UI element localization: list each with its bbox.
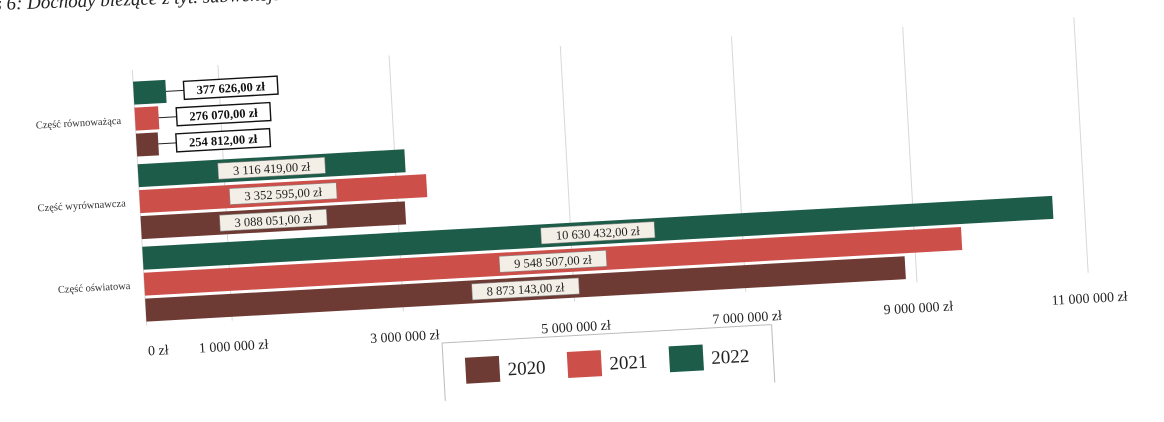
- data-label-2021-czesc-rownowazaca: 276 070,00 zł: [189, 106, 259, 124]
- data-label-2020-czesc-wyrownawcza: 3 088 051,00 zł: [234, 212, 313, 230]
- data-label-leader: [158, 116, 177, 119]
- legend-label-2021: 2021: [609, 352, 648, 375]
- data-label-2021-czesc-wyrownawcza: 3 352 595,00 zł: [244, 185, 323, 203]
- grid-line: [1073, 17, 1089, 273]
- x-tick-label: 5 000 000 zł: [541, 319, 611, 338]
- data-label-2021-czesc-oswiatowa: 9 548 507,00 zł: [514, 253, 593, 271]
- data-label-box: [175, 101, 272, 127]
- x-tick-label: 9 000 000 zł: [883, 299, 953, 318]
- data-label-leader: [165, 89, 184, 92]
- data-label-box: [219, 208, 328, 232]
- bar-2021-czesc-rownowazaca: [134, 106, 160, 131]
- legend-label-2020: 2020: [507, 357, 546, 380]
- bars: 377 626,00 zł 276 070,00 zł 254 812,00 zł 3…: [132, 75, 1054, 322]
- data-label-2022-czesc-wyrownawcza: 3 116 419,00 zł: [233, 160, 311, 178]
- category-label-czesc-oswiatowa: Część oświatowa: [58, 281, 131, 296]
- legend-swatch-2021: [566, 350, 603, 379]
- x-tick-label: 0 zł: [148, 343, 170, 359]
- legend-swatch-2022: [668, 344, 705, 373]
- data-label-2022-czesc-oswiatowa: 10 630 432,00 zł: [555, 224, 640, 243]
- category-labels: Część równoważąca Część wyrównawcza Część …: [36, 116, 131, 296]
- data-label-2022-czesc-rownowazaca: 377 626,00 zł: [196, 79, 266, 97]
- legend-border: [442, 324, 772, 344]
- x-tick-labels: 0 zł 1 000 000 zł 3 000 000 zł 5 000 000 zł…: [148, 290, 1128, 360]
- data-label-box: [471, 277, 580, 301]
- bar-2022-czesc-rownowazaca: [132, 79, 167, 105]
- data-label-box: [217, 156, 326, 180]
- legend: 2020 2021 2022: [441, 324, 776, 401]
- category-label-czesc-wyrownawcza: Część wyrównawcza: [37, 198, 126, 214]
- data-label-2020-czesc-oswiatowa: 8 873 143,00 zł: [486, 280, 565, 298]
- data-label-leader: [158, 142, 177, 145]
- x-tick-label: 1 000 000 zł: [199, 338, 269, 357]
- data-label-box: [175, 127, 272, 153]
- x-tick-label: 7 000 000 zł: [712, 309, 782, 328]
- data-label-2020-czesc-rownowazaca: 254 812,00 zł: [189, 132, 259, 150]
- x-tick-label: 11 000 000 zł: [1051, 290, 1128, 309]
- data-label-box: [498, 250, 608, 273]
- bar-2020-czesc-rownowazaca: [135, 132, 159, 157]
- category-label-czesc-rownowazaca: Część równoważąca: [36, 116, 122, 132]
- data-label-box: [229, 182, 338, 205]
- x-tick-label: 3 000 000 zł: [370, 328, 440, 347]
- legend-border: [441, 342, 446, 401]
- data-label-box: [182, 75, 279, 101]
- data-label-box: [540, 221, 656, 245]
- legend-label-2022: 2022: [711, 346, 750, 369]
- legend-swatch-2020: [464, 355, 501, 384]
- legend-border: [771, 324, 776, 383]
